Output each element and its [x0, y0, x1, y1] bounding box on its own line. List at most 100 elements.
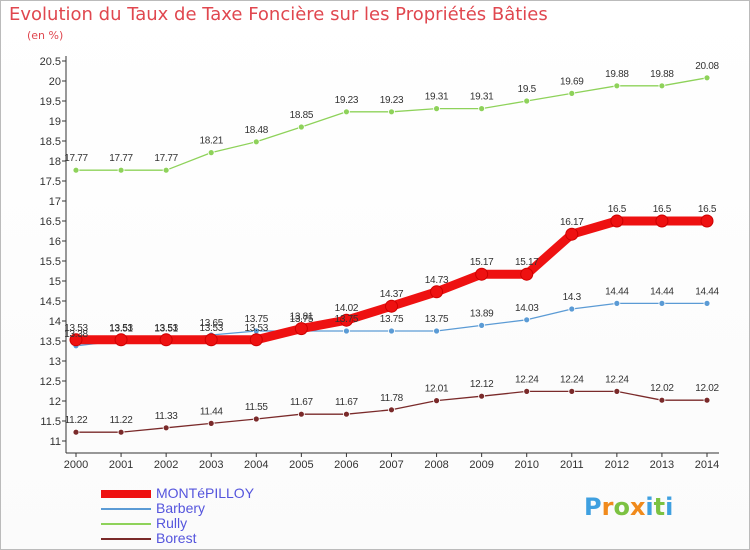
data-label: 12.24	[605, 374, 629, 385]
data-label: 18.85	[290, 110, 314, 121]
chart-title: Evolution du Taux de Taxe Foncière sur l…	[9, 4, 548, 25]
y-tick-label: 17.5	[40, 176, 61, 188]
y-tick-label: 16	[49, 236, 61, 248]
data-point	[655, 214, 669, 228]
data-point	[658, 82, 666, 90]
y-tick-label: 15	[49, 276, 61, 288]
legend-item-montepilloy: MONTéPILLOY	[101, 485, 301, 501]
x-tick-label: 2004	[244, 459, 268, 471]
data-label: 13.75	[335, 314, 359, 325]
data-label: 19.69	[560, 76, 584, 87]
data-label: 13.51	[154, 324, 178, 335]
data-point	[430, 285, 444, 299]
legend-swatch	[101, 508, 151, 510]
y-tick-label: 12.5	[40, 376, 61, 388]
data-point	[117, 166, 125, 174]
data-point	[72, 428, 80, 436]
data-label: 11.22	[110, 415, 134, 426]
data-label: 11.55	[245, 402, 269, 413]
data-point	[658, 396, 666, 404]
data-label: 13.75	[425, 314, 449, 325]
data-label: 13.53	[64, 323, 88, 334]
data-point	[475, 267, 489, 281]
data-point	[339, 313, 353, 327]
data-point	[162, 424, 170, 432]
logo-letter: P	[584, 493, 602, 521]
data-point	[385, 299, 398, 313]
data-label: 19.23	[380, 95, 404, 106]
data-point	[568, 305, 576, 313]
legend-swatch	[101, 538, 151, 540]
y-tick-label: 18	[49, 156, 61, 168]
data-point	[523, 97, 531, 105]
data-label: 13.53	[245, 323, 269, 334]
data-label: 19.23	[335, 95, 359, 106]
data-point	[207, 149, 215, 157]
legend: MONTéPILLOY Barbery Rully Borest	[101, 485, 301, 546]
legend-label: MONTéPILLOY	[156, 485, 255, 501]
data-point	[703, 74, 711, 82]
data-label: 19.88	[605, 69, 629, 80]
logo-letter: x	[629, 493, 646, 521]
legend-swatch	[101, 490, 151, 498]
x-tick-label: 2006	[334, 459, 358, 471]
data-label: 13.75	[380, 314, 404, 325]
data-label: 11.67	[290, 397, 314, 408]
y-tick-label: 20	[49, 76, 61, 88]
data-point	[114, 333, 128, 347]
x-tick-label: 2008	[424, 459, 448, 471]
data-label: 12.24	[560, 374, 584, 385]
data-point	[568, 387, 576, 395]
data-label: 18.48	[245, 125, 269, 136]
data-label: 13.75	[290, 314, 314, 325]
data-point	[478, 392, 486, 400]
data-label: 13.53	[154, 323, 178, 334]
x-tick-label: 2014	[695, 459, 719, 471]
legend-swatch	[101, 523, 151, 525]
data-label: 13.89	[470, 308, 494, 319]
data-point	[433, 327, 440, 335]
data-label: 16.5	[608, 204, 627, 215]
x-tick-label: 2007	[379, 459, 403, 471]
logo-letter: i	[645, 493, 654, 521]
data-point	[162, 166, 170, 174]
data-label: 13.65	[199, 318, 223, 329]
logo-letter: i	[665, 493, 674, 521]
data-point	[565, 227, 579, 241]
unit-label: (en %)	[27, 29, 64, 42]
x-tick-label: 2000	[64, 459, 88, 471]
data-label: 17.77	[154, 153, 178, 164]
y-tick-label: 12	[49, 396, 61, 408]
data-label: 14.44	[650, 286, 674, 297]
data-label: 19.31	[425, 92, 449, 103]
x-tick-label: 2012	[605, 459, 629, 471]
data-label: 12.01	[425, 384, 449, 395]
data-label: 12.12	[470, 379, 494, 390]
data-label: 20.08	[695, 61, 719, 72]
x-tick-label: 2013	[650, 459, 674, 471]
x-tick-label: 2009	[469, 459, 493, 471]
y-tick-label: 15.5	[40, 256, 61, 268]
data-point	[252, 138, 260, 146]
data-label: 17.77	[64, 153, 88, 164]
data-point	[297, 410, 305, 418]
data-point	[610, 214, 624, 228]
data-label: 11.78	[380, 393, 404, 404]
data-label: 15.17	[515, 257, 539, 268]
logo-letter: t	[653, 493, 666, 521]
data-point	[294, 322, 308, 336]
data-label: 14.73	[425, 275, 449, 286]
data-point	[613, 387, 621, 395]
data-label: 13.81	[290, 312, 314, 323]
data-label: 11.33	[155, 411, 179, 422]
y-tick-label: 19.5	[40, 96, 61, 108]
data-label: 16.5	[653, 204, 672, 215]
data-label: 17.77	[109, 153, 133, 164]
x-tick-label: 2003	[199, 459, 223, 471]
data-point	[478, 105, 486, 112]
data-label: 16.5	[698, 204, 717, 215]
proxiti-logo: Proxiti	[584, 493, 673, 521]
data-point	[388, 108, 395, 116]
data-label: 13.53	[199, 323, 223, 334]
